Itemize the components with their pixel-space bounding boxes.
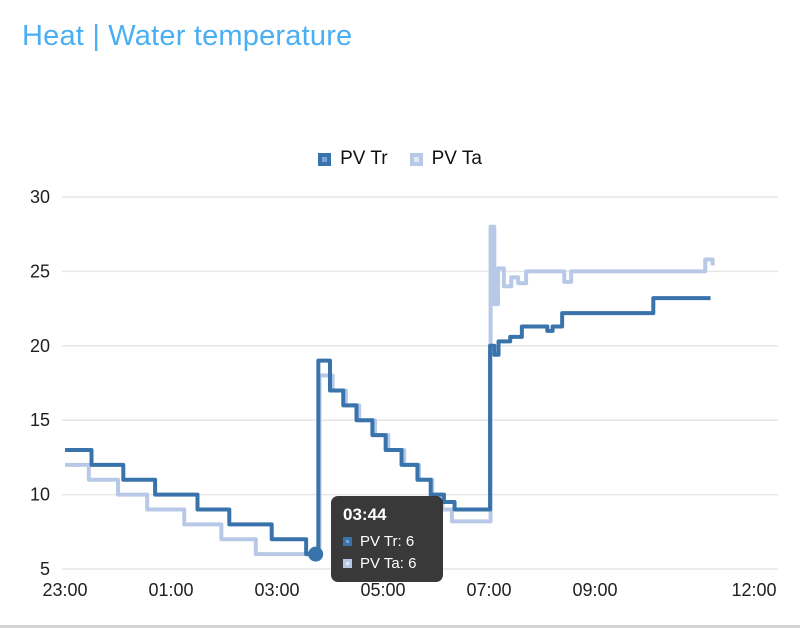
tooltip-row-pv-tr: PV Tr: 6	[343, 533, 431, 550]
legend-swatch-pv-ta-icon	[409, 152, 423, 166]
hover-point-marker	[308, 546, 324, 562]
tooltip-time: 03:44	[343, 505, 387, 524]
legend-swatch-pv-tr-icon	[318, 152, 332, 166]
x-axis-tick-label: 23:00	[42, 580, 87, 600]
tooltip-value-pv-ta: PV Ta: 6	[360, 555, 417, 572]
x-axis-tick-label: 05:00	[360, 580, 405, 600]
y-axis-tick-label: 20	[30, 336, 50, 356]
x-axis-tick-label: 09:00	[572, 580, 617, 600]
series-line-pv-tr	[65, 296, 711, 557]
x-axis-tick-label: 12:00	[731, 580, 776, 600]
x-axis-tick-label: 01:00	[148, 580, 193, 600]
page-title: Heat | Water temperature	[22, 20, 353, 52]
tooltip-row-pv-ta: PV Ta: 6	[343, 555, 431, 572]
chart-tooltip: 03:44 PV Tr: 6 PV Ta: 6	[331, 496, 443, 582]
tooltip-value-pv-tr: PV Tr: 6	[360, 533, 415, 550]
legend-item-pv-tr[interactable]: PV Tr	[318, 148, 388, 170]
y-axis-tick-label: 10	[30, 485, 50, 505]
x-axis-tick-label: 07:00	[466, 580, 511, 600]
y-axis-tick-label: 15	[30, 410, 50, 430]
y-axis-tick-label: 5	[40, 559, 50, 579]
chart-legend: PV Tr PV Ta	[0, 148, 800, 170]
y-axis-tick-label: 25	[30, 261, 50, 281]
legend-label-pv-tr: PV Tr	[340, 148, 388, 169]
legend-item-pv-ta[interactable]: PV Ta	[409, 148, 482, 170]
tooltip-swatch-pv-tr-icon	[343, 537, 352, 546]
x-axis-tick-label: 03:00	[254, 580, 299, 600]
y-axis-tick-label: 30	[30, 187, 50, 207]
tooltip-swatch-pv-ta-icon	[343, 559, 352, 568]
legend-label-pv-ta: PV Ta	[431, 148, 482, 169]
